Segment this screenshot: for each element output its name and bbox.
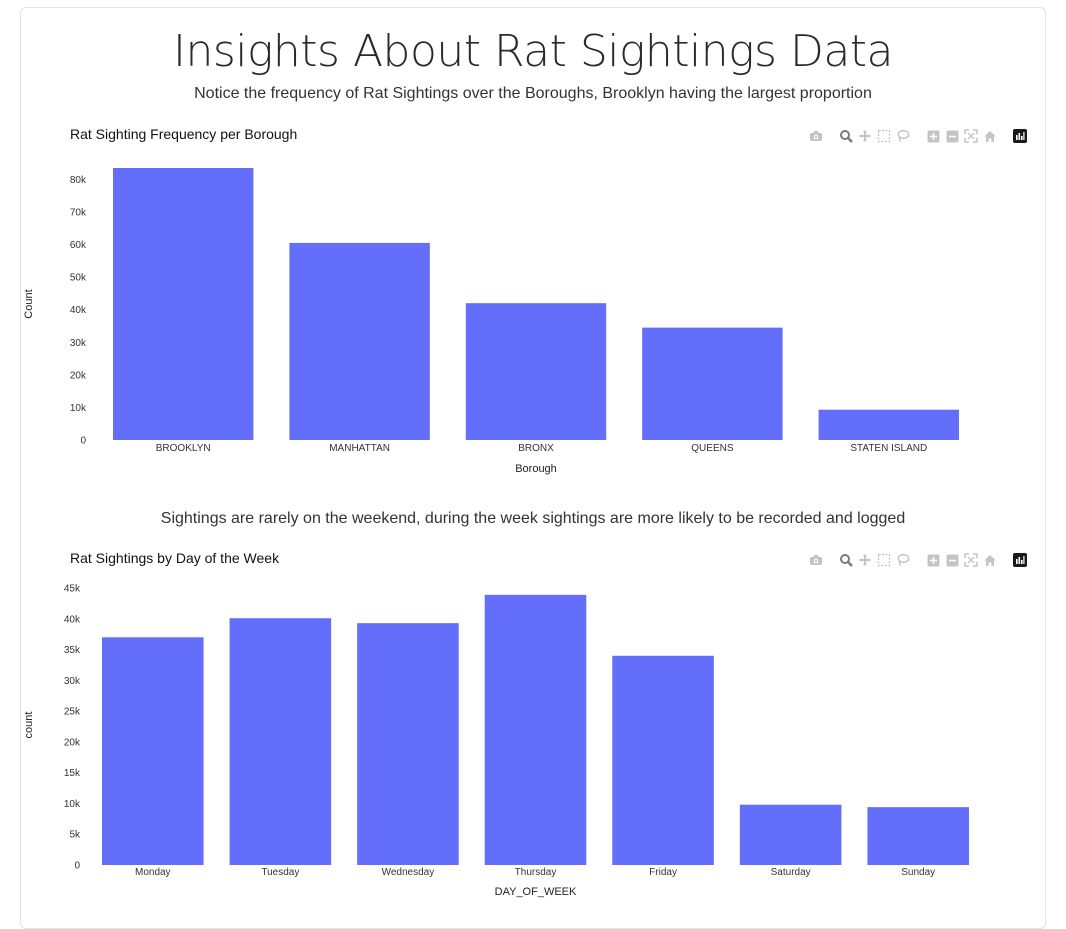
- bar-saturday[interactable]: [739, 804, 842, 865]
- bar-monday[interactable]: [102, 637, 204, 865]
- autoscale-icon[interactable]: [963, 552, 979, 568]
- y-tick-label: 35k: [64, 645, 81, 656]
- chart1-description: Notice the frequency of Rat Sightings ov…: [194, 85, 872, 102]
- x-tick-label: STATEN ISLAND: [850, 443, 927, 454]
- chart-title: Rat Sighting Frequency per Borough: [70, 126, 297, 142]
- plotly-logo-icon[interactable]: [1012, 128, 1028, 144]
- box-select-icon[interactable]: [876, 128, 892, 144]
- x-axis-title: Borough: [515, 463, 557, 475]
- bar-tuesday[interactable]: [229, 618, 332, 865]
- page-title: Insights About Rat Sightings Data: [172, 26, 894, 77]
- y-tick-label: 25k: [64, 707, 81, 718]
- bar-manhattan[interactable]: [289, 242, 430, 440]
- bar-staten-island[interactable]: [818, 409, 959, 440]
- zoom-in-icon[interactable]: [925, 552, 941, 568]
- chart-title: Rat Sightings by Day of the Week: [70, 550, 280, 566]
- y-tick-label: 20k: [70, 370, 87, 381]
- day-of-week-bar-chart: Rat Sightings by Day of the Week 0 5k 10k 15…: [23, 550, 969, 898]
- y-tick-label: 80k: [70, 175, 87, 186]
- camera-icon[interactable]: [808, 552, 824, 568]
- y-tick-label: 45k: [64, 584, 81, 595]
- bar-bronx[interactable]: [465, 303, 607, 440]
- chart2-modebar: [808, 552, 1028, 568]
- pan-icon[interactable]: [857, 552, 873, 568]
- x-tick-label: QUEENS: [691, 443, 734, 454]
- chart1-modebar: [808, 128, 1028, 144]
- chart2-description: Sightings are rarely on the weekend, dur…: [160, 510, 906, 527]
- x-tick-label: MANHATTAN: [329, 443, 390, 454]
- bar-queens[interactable]: [642, 327, 783, 440]
- pan-icon[interactable]: [857, 128, 873, 144]
- bar-wednesday[interactable]: [357, 623, 459, 865]
- reset-axes-icon[interactable]: [982, 552, 998, 568]
- bar-friday[interactable]: [612, 655, 714, 865]
- bar-brooklyn[interactable]: [113, 168, 254, 440]
- x-tick-label: Saturday: [771, 867, 811, 878]
- x-tick-label: Wednesday: [382, 867, 435, 878]
- bar-thursday[interactable]: [484, 594, 587, 865]
- y-tick-label: 15k: [64, 768, 81, 779]
- y-tick-label: 0: [80, 436, 86, 447]
- autoscale-icon[interactable]: [963, 128, 979, 144]
- x-tick-label: Thursday: [515, 867, 557, 878]
- camera-icon[interactable]: [808, 128, 824, 144]
- x-tick-label: Sunday: [901, 867, 935, 878]
- bar-sunday[interactable]: [867, 807, 969, 865]
- box-select-icon[interactable]: [876, 552, 892, 568]
- y-tick-label: 40k: [70, 305, 87, 316]
- y-tick-label: 30k: [70, 338, 87, 349]
- y-tick-label: 5k: [69, 830, 81, 841]
- y-axis-title: Count: [23, 289, 35, 318]
- x-tick-label: Friday: [649, 867, 677, 878]
- zoom-out-icon[interactable]: [944, 552, 960, 568]
- lasso-select-icon[interactable]: [895, 128, 911, 144]
- y-tick-label: 10k: [64, 799, 81, 810]
- plotly-logo-icon[interactable]: [1012, 552, 1028, 568]
- x-tick-label: BRONX: [518, 443, 554, 454]
- y-tick-label: 30k: [64, 676, 81, 687]
- x-axis-title: DAY_OF_WEEK: [495, 886, 577, 898]
- zoom-in-icon[interactable]: [925, 128, 941, 144]
- reset-axes-icon[interactable]: [982, 128, 998, 144]
- y-tick-label: 60k: [70, 240, 87, 251]
- y-axis-title: count: [23, 712, 35, 739]
- x-tick-label: Tuesday: [261, 867, 299, 878]
- y-tick-label: 40k: [64, 614, 81, 625]
- zoom-icon[interactable]: [838, 552, 854, 568]
- y-tick-label: 50k: [70, 273, 87, 284]
- y-tick-label: 20k: [64, 737, 81, 748]
- y-tick-label: 70k: [70, 207, 87, 218]
- borough-bar-chart: Rat Sighting Frequency per Borough 0 10k 20…: [23, 126, 959, 475]
- y-tick-label: 10k: [70, 403, 87, 414]
- x-tick-label: Monday: [135, 867, 171, 878]
- y-tick-label: 0: [74, 861, 80, 872]
- x-tick-label: BROOKLYN: [156, 443, 211, 454]
- lasso-select-icon[interactable]: [895, 552, 911, 568]
- zoom-out-icon[interactable]: [944, 128, 960, 144]
- zoom-icon[interactable]: [838, 128, 854, 144]
